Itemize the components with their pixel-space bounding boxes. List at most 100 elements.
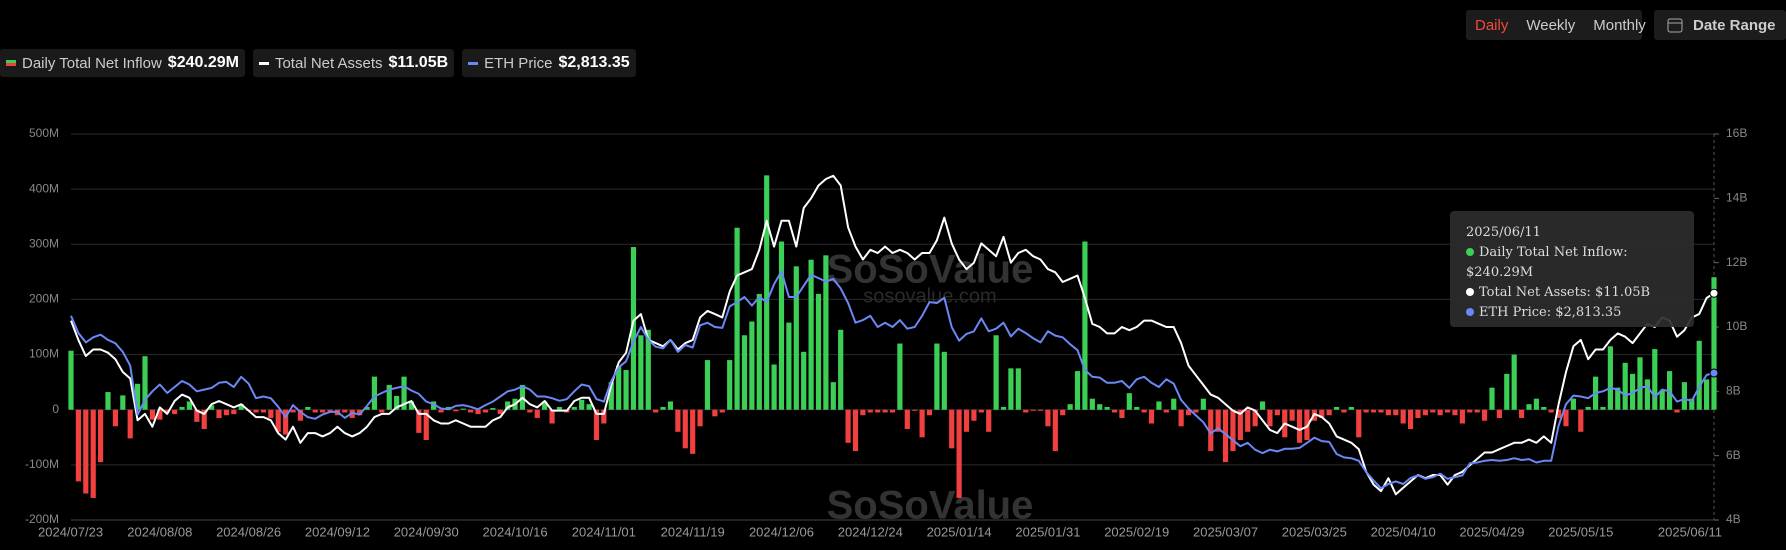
bar — [1215, 409, 1221, 432]
bar — [231, 409, 237, 415]
x-tick-label: 2024/09/30 — [394, 524, 459, 539]
bar — [815, 293, 822, 410]
bar — [1637, 357, 1643, 410]
bar — [1245, 409, 1251, 432]
bar — [845, 409, 851, 443]
bar — [912, 409, 918, 411]
bar — [660, 406, 666, 410]
bar — [986, 409, 992, 432]
bar — [838, 329, 844, 410]
bar — [978, 409, 984, 413]
bar — [1296, 409, 1303, 443]
x-tick-label: 2024/11/01 — [572, 524, 636, 539]
y2-tick-label: 12B — [1726, 255, 1747, 269]
bar — [320, 409, 326, 413]
bar — [1319, 409, 1325, 418]
bar — [1526, 404, 1532, 410]
bar — [127, 409, 133, 439]
bar — [1711, 277, 1717, 410]
bar — [1422, 409, 1428, 416]
legend-label: Total Net Assets — [274, 54, 383, 72]
bar — [260, 409, 267, 413]
bar — [1629, 373, 1636, 410]
x-tick-label: 2025/02/19 — [1104, 524, 1169, 539]
y2-tick-label: 6B — [1726, 448, 1741, 462]
bar — [172, 409, 178, 415]
bar — [579, 399, 585, 410]
bar — [564, 409, 570, 413]
bar — [179, 406, 185, 410]
bar — [1067, 404, 1073, 410]
bar — [719, 409, 725, 413]
bar — [164, 409, 170, 413]
x-tick-label: 2024/11/19 — [661, 524, 725, 539]
bar — [482, 409, 489, 413]
bar — [497, 409, 503, 415]
bar — [1023, 409, 1029, 413]
period-button[interactable]: Daily — [1475, 16, 1509, 34]
period-button[interactable]: Monthly — [1593, 16, 1646, 34]
bar — [312, 409, 318, 413]
bar — [1252, 409, 1258, 427]
legend-value: $240.29M — [167, 54, 239, 71]
watermark: sosovalue.com — [863, 285, 996, 307]
y-tick-label: -200M — [25, 512, 59, 526]
bar — [1437, 409, 1443, 416]
bar — [253, 409, 259, 413]
bar — [586, 404, 592, 410]
bar — [630, 247, 637, 410]
legend-value: $11.05B — [388, 54, 449, 71]
bar — [1548, 409, 1554, 413]
date-range-label[interactable]: Date Range — [1693, 16, 1776, 34]
bar — [1200, 398, 1206, 410]
bar — [1430, 409, 1436, 413]
bar — [1008, 368, 1014, 410]
legend-item[interactable]: Total Net Assets $11.05B — [252, 49, 455, 77]
bar — [1541, 406, 1547, 410]
x-tick-label: 2025/05/15 — [1548, 524, 1613, 539]
bar — [408, 401, 415, 410]
bar — [468, 409, 474, 413]
bar — [1681, 382, 1687, 410]
bar — [1304, 409, 1310, 441]
bar — [601, 409, 607, 424]
x-tick-label: 2024/10/16 — [483, 524, 548, 539]
watermark: SoSoValue — [827, 248, 1034, 292]
y-tick-label: 500M — [29, 126, 59, 140]
bar — [778, 241, 785, 410]
bar — [1097, 404, 1103, 410]
bar — [1481, 409, 1488, 421]
bar — [1370, 409, 1377, 413]
bar — [823, 255, 829, 410]
bar — [105, 392, 111, 410]
x-tick-label: 2025/04/29 — [1459, 524, 1524, 539]
bar — [1348, 406, 1354, 410]
bar — [1030, 409, 1036, 411]
bar — [889, 409, 896, 413]
bar — [1230, 409, 1236, 452]
date-range-button[interactable]: Date Range — [1654, 10, 1786, 40]
bar — [1171, 398, 1177, 410]
bar — [1037, 409, 1044, 411]
bar — [1082, 241, 1088, 410]
bar — [712, 409, 718, 417]
bar — [1052, 409, 1058, 452]
legend-item[interactable]: Daily Total Net Inflow $240.29M — [0, 49, 245, 77]
bar — [1578, 409, 1584, 432]
legend-item[interactable]: ETH Price $2,813.35 — [462, 49, 636, 77]
bar — [186, 401, 193, 410]
bar — [593, 409, 600, 441]
bar — [1126, 393, 1132, 410]
legend-swatch — [468, 61, 479, 65]
bar — [1363, 409, 1369, 413]
bar — [379, 409, 385, 413]
x-tick-label: 2024/08/08 — [127, 524, 192, 539]
y2-tick-label: 4B — [1726, 512, 1741, 526]
bar — [852, 409, 859, 452]
y-tick-label: -100M — [25, 457, 59, 471]
bar — [1474, 409, 1480, 413]
period-button[interactable]: Weekly — [1526, 16, 1576, 34]
bar — [860, 409, 866, 416]
x-tick-label: 2025/01/31 — [1015, 524, 1080, 539]
bar — [734, 227, 740, 410]
